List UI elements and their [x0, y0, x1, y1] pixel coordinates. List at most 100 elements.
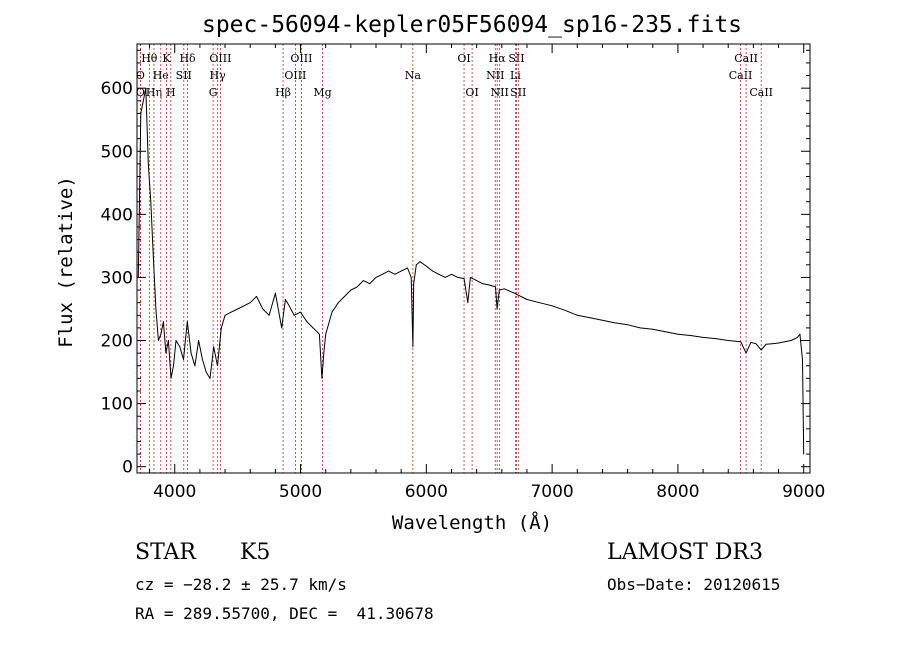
data-point: [760, 349, 762, 351]
spectral-line-label: OI: [465, 86, 478, 99]
object-subclass: K5: [240, 540, 271, 565]
data-point: [237, 308, 239, 310]
data-point: [482, 283, 484, 285]
data-point: [160, 333, 162, 335]
data-point: [503, 288, 505, 290]
spectral-line-label: SII: [508, 52, 524, 65]
y-tick-label: 0: [122, 458, 133, 478]
plot-frame: [136, 43, 811, 474]
data-point: [183, 359, 184, 360]
data-point: [457, 277, 459, 278]
observation-date: Obs−Date: 20120615: [607, 575, 781, 594]
data-point: [168, 340, 169, 341]
data-point: [202, 359, 203, 360]
data-point: [175, 340, 177, 341]
data-point: [469, 277, 471, 278]
data-point: [412, 346, 414, 348]
data-point: [425, 265, 427, 267]
spectral-line-label: OIII: [209, 52, 231, 65]
chart-title: spec-56094-kepler05F56094_sp16-235.fits: [202, 12, 742, 38]
spectral-line-label: OIII: [284, 69, 306, 82]
data-point: [243, 305, 245, 307]
spectral-line-label: Hβ: [275, 86, 291, 99]
data-point: [163, 321, 164, 322]
data-point: [664, 331, 666, 333]
data-point: [627, 324, 628, 326]
data-point: [288, 305, 290, 307]
data-point: [652, 328, 654, 330]
spectral-line-label: SII: [510, 86, 526, 99]
data-point: [784, 341, 786, 343]
data-point: [323, 352, 325, 354]
data-point: [444, 277, 446, 278]
data-point: [765, 343, 767, 345]
data-point: [690, 335, 691, 336]
spectral-line-label: OI: [457, 52, 470, 65]
data-point: [602, 319, 603, 321]
data-point: [750, 342, 752, 343]
data-point: [715, 338, 717, 340]
data-point: [639, 327, 641, 329]
x-tick-label: 9000: [782, 482, 825, 502]
data-point: [194, 365, 196, 367]
data-point: [381, 273, 383, 275]
spectral-line-markers: OOHθHηHeKHSIIHδGOIIIHγHβOIIIOIIIMgNaOIOI…: [136, 44, 773, 473]
data-point: [740, 341, 742, 343]
data-point: [152, 258, 154, 259]
data-point: [224, 314, 226, 316]
x-tick-label: 8000: [656, 482, 699, 502]
data-point: [325, 333, 327, 335]
data-point: [300, 311, 301, 313]
data-point: [173, 365, 174, 367]
data-point: [451, 273, 452, 275]
spectral-line-label: K: [162, 52, 171, 65]
y-axis-label: Flux (relative): [55, 176, 77, 348]
y-tick-label: 400: [101, 205, 133, 225]
data-point: [797, 336, 798, 338]
data-point: [394, 273, 396, 275]
y-tick-label: 300: [101, 268, 133, 288]
data-point: [419, 261, 421, 263]
spectral-line-label: G: [209, 86, 218, 99]
spectral-line-label: Mg: [313, 86, 331, 99]
data-point: [186, 321, 188, 322]
data-point: [155, 308, 157, 310]
data-point: [677, 333, 679, 335]
data-point: [400, 270, 402, 272]
data-point: [369, 283, 371, 285]
spectral-line-label: Li: [510, 69, 521, 82]
data-point: [344, 295, 345, 297]
data-point: [727, 340, 729, 341]
data-point: [306, 321, 308, 322]
object-type: STAR: [135, 540, 196, 565]
data-point: [213, 346, 215, 348]
data-point: [745, 352, 747, 354]
spectral-line-label: Na: [405, 69, 422, 82]
data-point: [513, 292, 515, 294]
spectral-line-label: He: [153, 69, 169, 82]
x-axis-label: Wavelength (Å): [392, 511, 552, 534]
coordinates: RA = 289.55700, DEC = 41.30678: [135, 604, 434, 623]
spectral-line-label: CaII: [749, 86, 773, 99]
data-point: [375, 277, 377, 278]
data-point: [432, 270, 434, 272]
spectrum-series: [137, 87, 805, 455]
data-point: [356, 286, 358, 288]
survey-name: LAMOST DR3: [607, 540, 763, 565]
data-point: [539, 302, 540, 304]
data-point: [496, 308, 498, 310]
spectral-line-label: OIII: [290, 52, 312, 65]
data-point: [142, 100, 144, 102]
data-point: [256, 295, 257, 297]
data-point: [790, 340, 792, 341]
data-point: [614, 322, 616, 324]
spectral-line-label: Hδ: [179, 52, 196, 65]
data-point: [321, 377, 323, 379]
spectral-line-label: NII: [491, 86, 509, 99]
data-point: [157, 340, 159, 341]
data-point: [179, 346, 181, 348]
spectral-line-label: Hθ: [141, 52, 158, 65]
data-point: [438, 273, 440, 275]
data-point: [274, 292, 276, 294]
data-point: [410, 277, 412, 278]
